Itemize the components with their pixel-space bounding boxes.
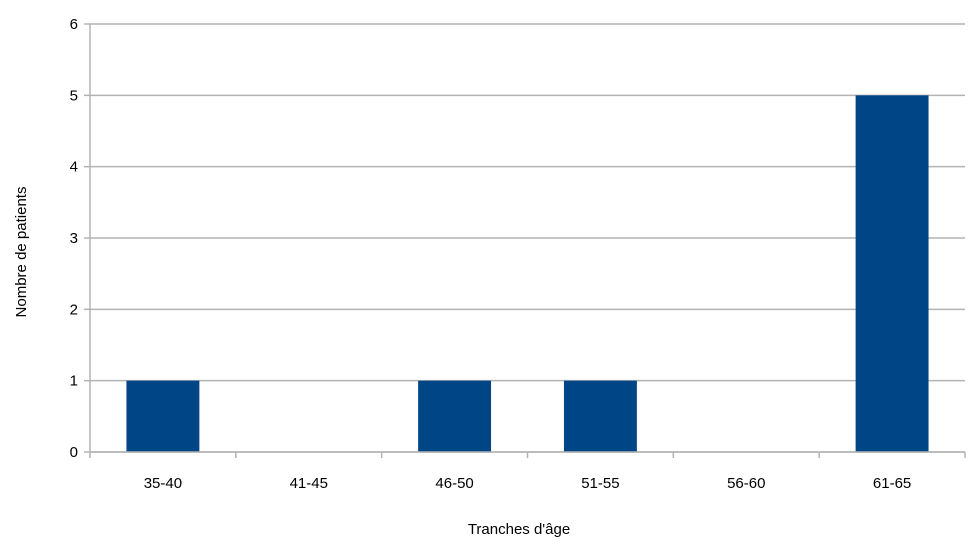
bar-35-40 bbox=[126, 380, 200, 452]
x-tick-label: 46-50 bbox=[435, 475, 473, 492]
y-tick-label: 2 bbox=[70, 301, 78, 318]
grid-lines bbox=[90, 23, 965, 453]
y-tick-label: 3 bbox=[70, 230, 78, 247]
bar-46-50 bbox=[418, 380, 492, 452]
y-tick-label: 4 bbox=[70, 159, 78, 176]
x-tick-label: 35-40 bbox=[144, 475, 182, 492]
y-axis-title: Nombre de patients bbox=[13, 187, 30, 318]
y-tick-label: 5 bbox=[70, 87, 78, 104]
x-tick-labels: 35-40 41-45 46-50 51-55 56-60 61-65 bbox=[144, 475, 912, 492]
y-tick-labels: 0 1 2 3 4 5 6 bbox=[70, 16, 78, 461]
bar-61-65 bbox=[855, 95, 929, 452]
x-tick-label: 51-55 bbox=[581, 475, 619, 492]
x-tick-label: 61-65 bbox=[873, 475, 911, 492]
y-tick-label: 1 bbox=[70, 373, 78, 390]
y-tick-label: 6 bbox=[70, 16, 78, 33]
x-tick-label: 56-60 bbox=[727, 475, 765, 492]
y-tick-label: 0 bbox=[70, 444, 78, 461]
x-tick-label: 41-45 bbox=[290, 475, 328, 492]
axes bbox=[84, 23, 966, 458]
bar-51-55 bbox=[563, 380, 637, 452]
bars bbox=[126, 95, 929, 452]
x-axis-title: Tranches d'âge bbox=[468, 521, 570, 538]
